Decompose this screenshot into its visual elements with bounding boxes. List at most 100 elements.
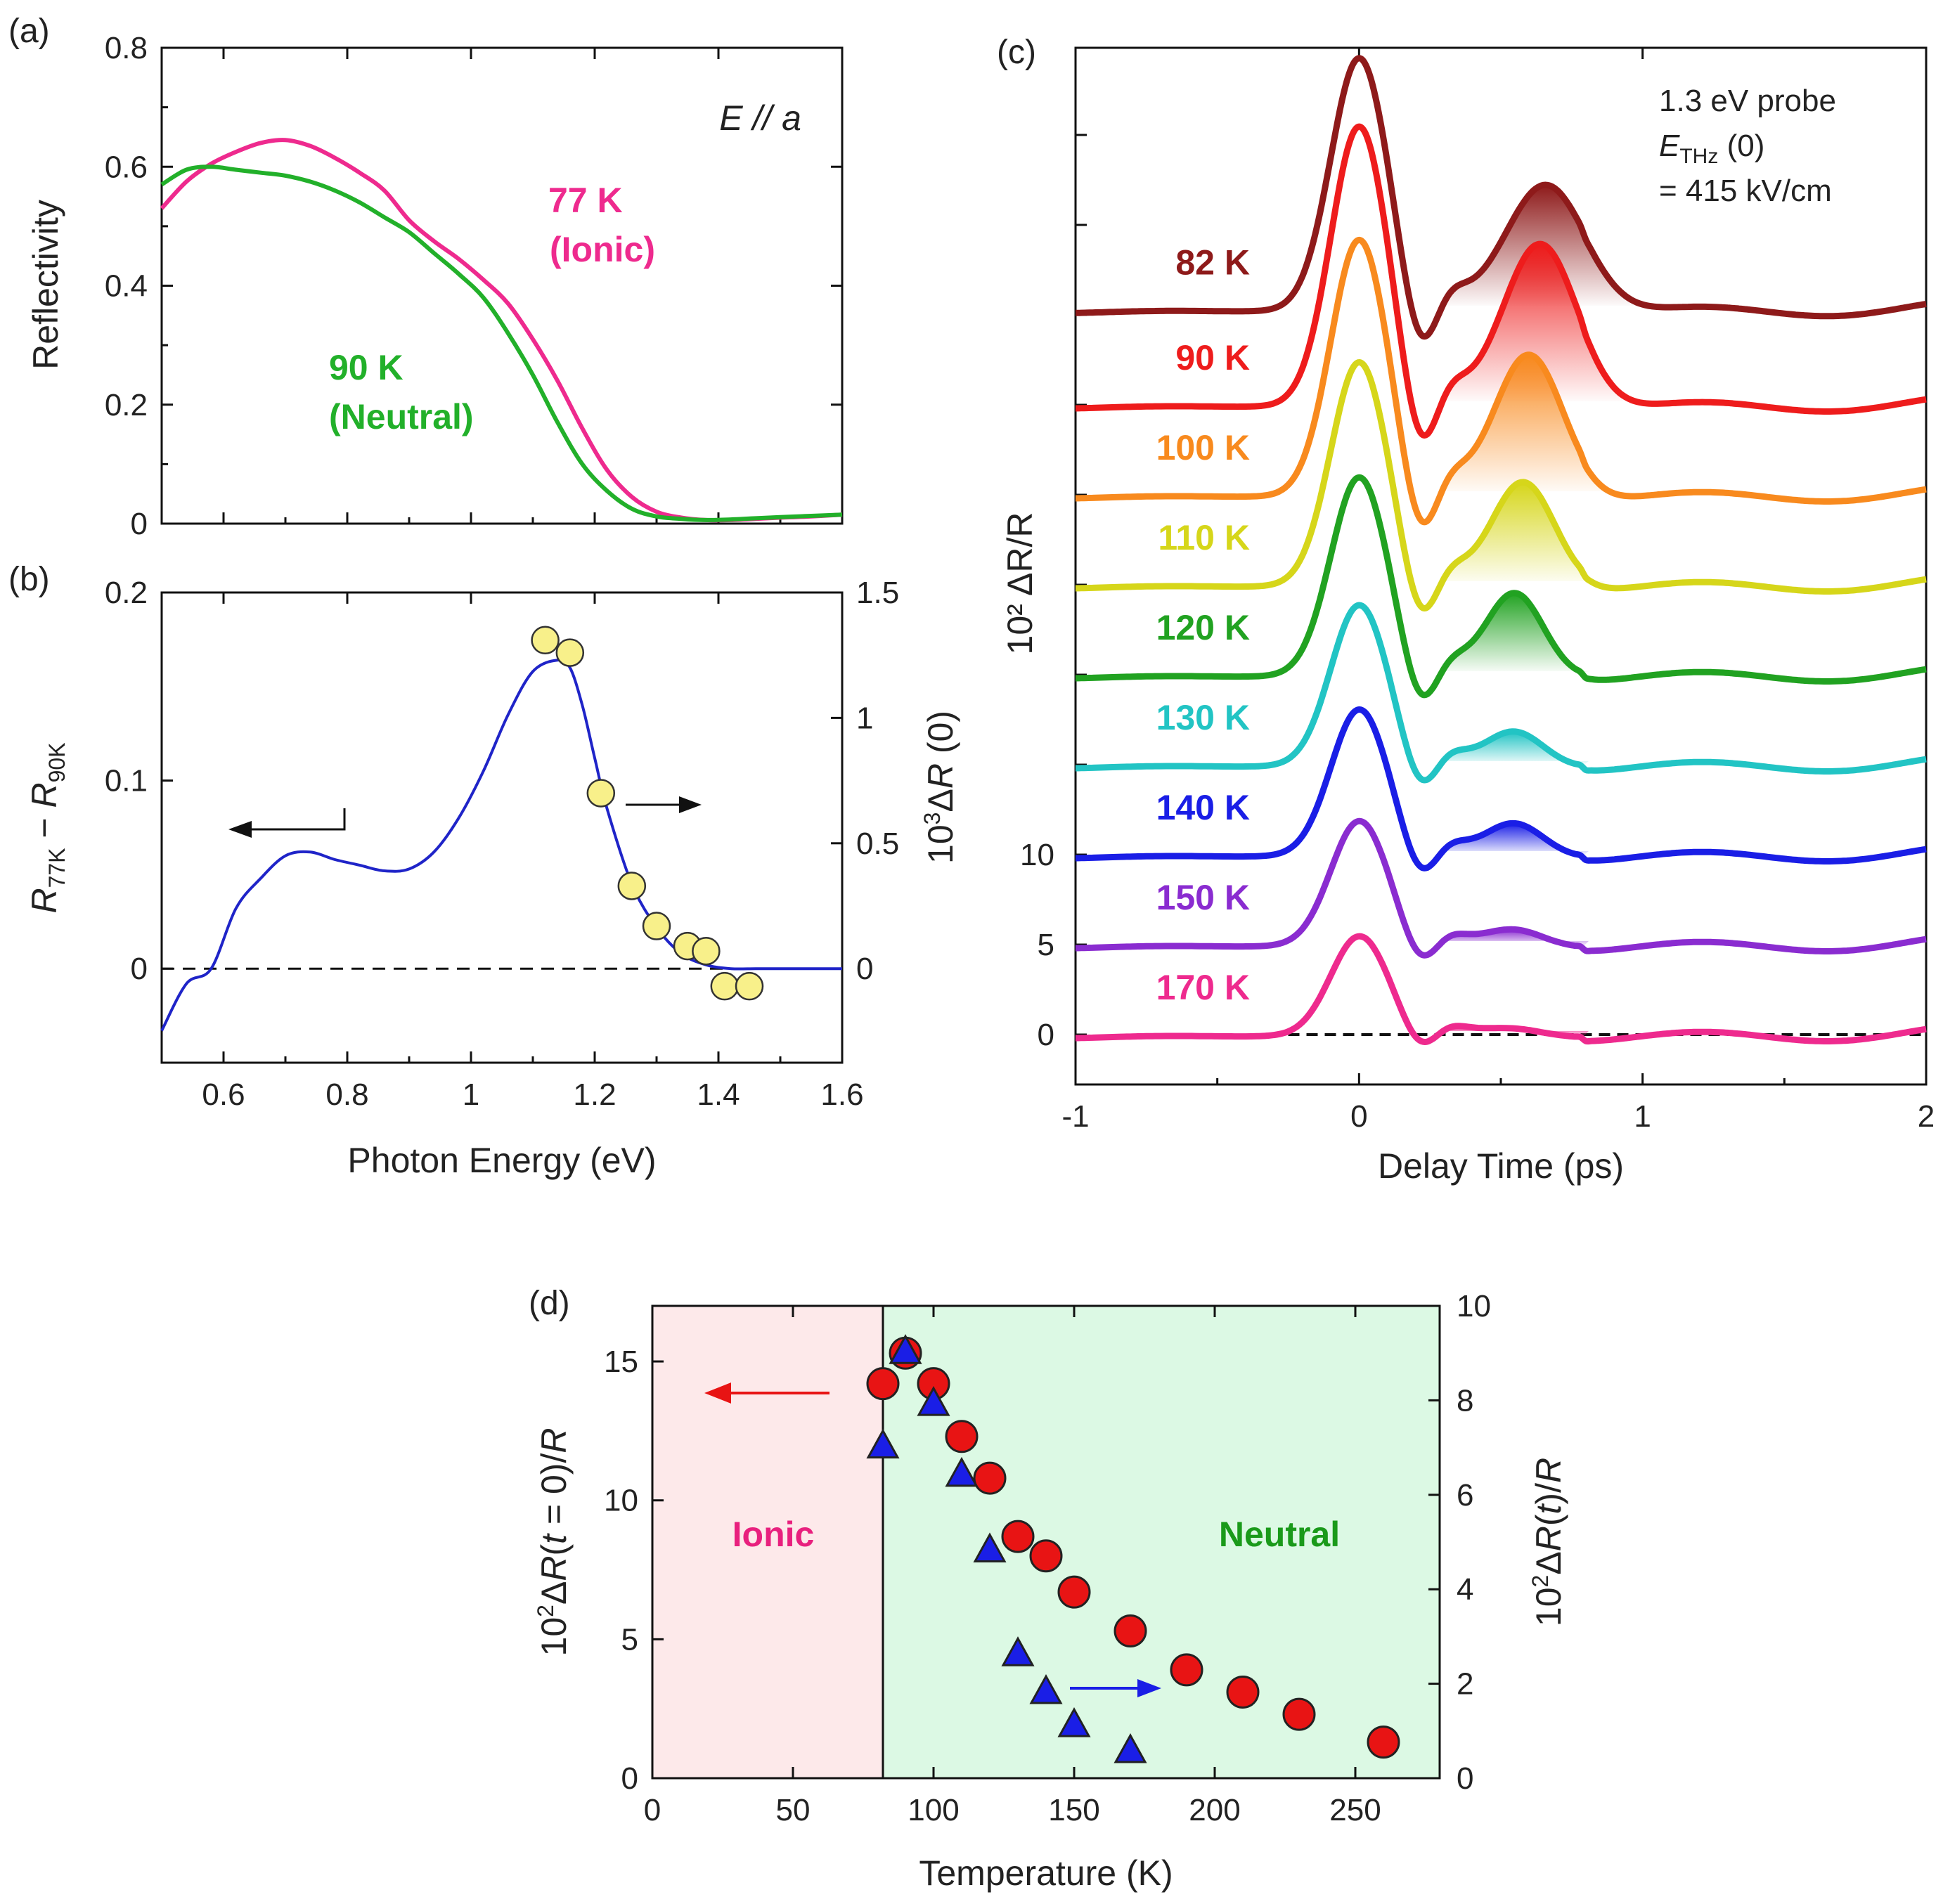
y-tick-label: 10 — [604, 1484, 638, 1518]
series-label: 90 K — [329, 348, 404, 387]
scatter-point — [710, 971, 740, 1001]
triangle-point — [1001, 1636, 1035, 1666]
circle-point — [1113, 1614, 1147, 1647]
y-right-tick-label: 10 — [1457, 1289, 1491, 1323]
x-tick-label: 0 — [1350, 1099, 1367, 1134]
panel-c: (c) -1 0 1 2 0 5 10 82 K 90 K 100 K 110 K 120 K 130 K… — [997, 34, 1935, 1186]
difference-curve — [160, 659, 843, 1032]
scatter-point — [586, 779, 616, 808]
circle-point — [1226, 1675, 1260, 1709]
peak-fill — [1445, 244, 1637, 401]
plot-frame — [651, 1304, 1441, 1780]
field-value-annotation: = 415 kV/cm — [1659, 174, 1832, 208]
trace-110k — [1075, 359, 1927, 611]
series-label: 77 K — [548, 181, 623, 220]
y-right-tick-label: 0 — [1457, 1761, 1473, 1796]
series-line-77k — [160, 138, 843, 523]
probe-annotation: 1.3 eV probe — [1659, 84, 1836, 118]
x-tick-label: 250 — [1329, 1793, 1381, 1827]
y-right-tick-label: 2 — [1457, 1667, 1473, 1702]
series-label: (Ionic) — [550, 230, 655, 269]
left-arrow-line — [232, 808, 346, 831]
y-right-tick-label: 4 — [1457, 1572, 1473, 1607]
y-tick-label: 0.8 — [105, 31, 148, 65]
x-tick-label: 0 — [644, 1793, 661, 1827]
circle-point — [1367, 1725, 1400, 1759]
x-axis-label: Temperature (K) — [919, 1853, 1173, 1893]
y-right-tick-label: 1.5 — [856, 576, 899, 610]
series-label: (Neutral) — [329, 397, 474, 436]
peak-fill — [1441, 929, 1589, 947]
circle-point — [1170, 1653, 1203, 1687]
y-tick-label: 0 — [131, 507, 148, 541]
trace-90k — [1075, 123, 1927, 439]
right-arrow-head — [1137, 1679, 1161, 1697]
circle-point — [1029, 1539, 1063, 1573]
y-tick-label: 15 — [604, 1345, 638, 1379]
y-tick-label: 10 — [1020, 838, 1054, 872]
trace-130k — [1075, 602, 1927, 784]
y-right-tick-label: 0 — [856, 952, 873, 986]
y-tick-label: 0.2 — [105, 576, 148, 610]
x-tick-label: 1 — [463, 1077, 479, 1112]
triangle-point — [889, 1334, 922, 1364]
trace-label: 90 K — [1175, 338, 1250, 377]
y-axis-label: 10² ΔR/R — [1000, 512, 1040, 655]
neutral-label: Neutral — [1219, 1515, 1340, 1554]
y-right-axis-label: 102ΔR(t)/R — [1528, 1458, 1568, 1626]
ionic-label: Ionic — [732, 1515, 815, 1554]
y-axis-label: 102ΔR(t = 0)/R — [533, 1428, 574, 1657]
trace-label: 130 K — [1156, 698, 1250, 737]
y-tick-label: 0.6 — [105, 150, 148, 184]
trace-170k — [1075, 933, 1927, 1045]
x-tick-label: 0.6 — [202, 1077, 245, 1112]
triangle-point — [1029, 1673, 1063, 1704]
panel-a: (a) 0 0.2 0.4 0.6 0.8 Reflectivity 77 K (Ionic) 9… — [8, 13, 844, 541]
trace-150k — [1075, 817, 1927, 959]
circle-point — [1282, 1697, 1316, 1731]
field-annotation: ETHz (0) — [1659, 129, 1764, 168]
neutral-region — [883, 1306, 1440, 1778]
trace-label: 110 K — [1158, 518, 1250, 557]
x-tick-label: 0.8 — [325, 1077, 368, 1112]
plot-frame — [160, 591, 844, 1064]
y-right-axis-label: 103ΔR (0) — [919, 711, 960, 864]
peak-fill — [1441, 592, 1589, 673]
peak-fill — [1441, 823, 1589, 856]
x-tick-label: -1 — [1061, 1099, 1089, 1134]
trace-label: 100 K — [1156, 428, 1250, 467]
circle-point — [945, 1420, 979, 1453]
x-tick-label: 200 — [1189, 1793, 1240, 1827]
x-tick-label: 1.6 — [820, 1077, 863, 1112]
trace-100k — [1075, 236, 1927, 526]
trace-label: 170 K — [1156, 968, 1250, 1007]
x-tick-label: 150 — [1048, 1793, 1099, 1827]
x-tick-label: 1.2 — [573, 1077, 616, 1112]
circle-point — [1057, 1575, 1091, 1609]
ionic-region — [652, 1306, 883, 1778]
trace-82k — [1075, 55, 1927, 340]
trace-label: 150 K — [1156, 878, 1250, 917]
y-axis-label: Reflectivity — [26, 200, 65, 370]
y-tick-label: 0 — [621, 1761, 638, 1796]
triangle-point — [945, 1456, 979, 1487]
circle-point — [1001, 1520, 1035, 1553]
peak-fill — [1440, 355, 1618, 495]
scatter-point — [692, 936, 721, 966]
trace-label: 140 K — [1156, 788, 1250, 827]
y-right-tick-label: 8 — [1457, 1383, 1473, 1418]
panel-b: (b) 0.6 0.8 1 1.2 1.4 1.6 0 0.1 0.2 0 0.5 1 1.5 R77K −… — [8, 561, 960, 1180]
x-tick-label: 2 — [1918, 1099, 1935, 1134]
circle-point — [866, 1367, 900, 1401]
x-tick-label: 100 — [908, 1793, 959, 1827]
scatter-point — [642, 912, 671, 940]
x-axis-label: Photon Energy (eV) — [347, 1141, 656, 1180]
series-line-90k — [160, 164, 843, 522]
panel-label: (a) — [8, 13, 50, 50]
y-tick-label: 5 — [1038, 928, 1054, 962]
y-tick-label: 0.4 — [105, 269, 148, 304]
trace-label: 120 K — [1156, 608, 1250, 647]
y-tick-label: 0 — [1038, 1018, 1054, 1052]
